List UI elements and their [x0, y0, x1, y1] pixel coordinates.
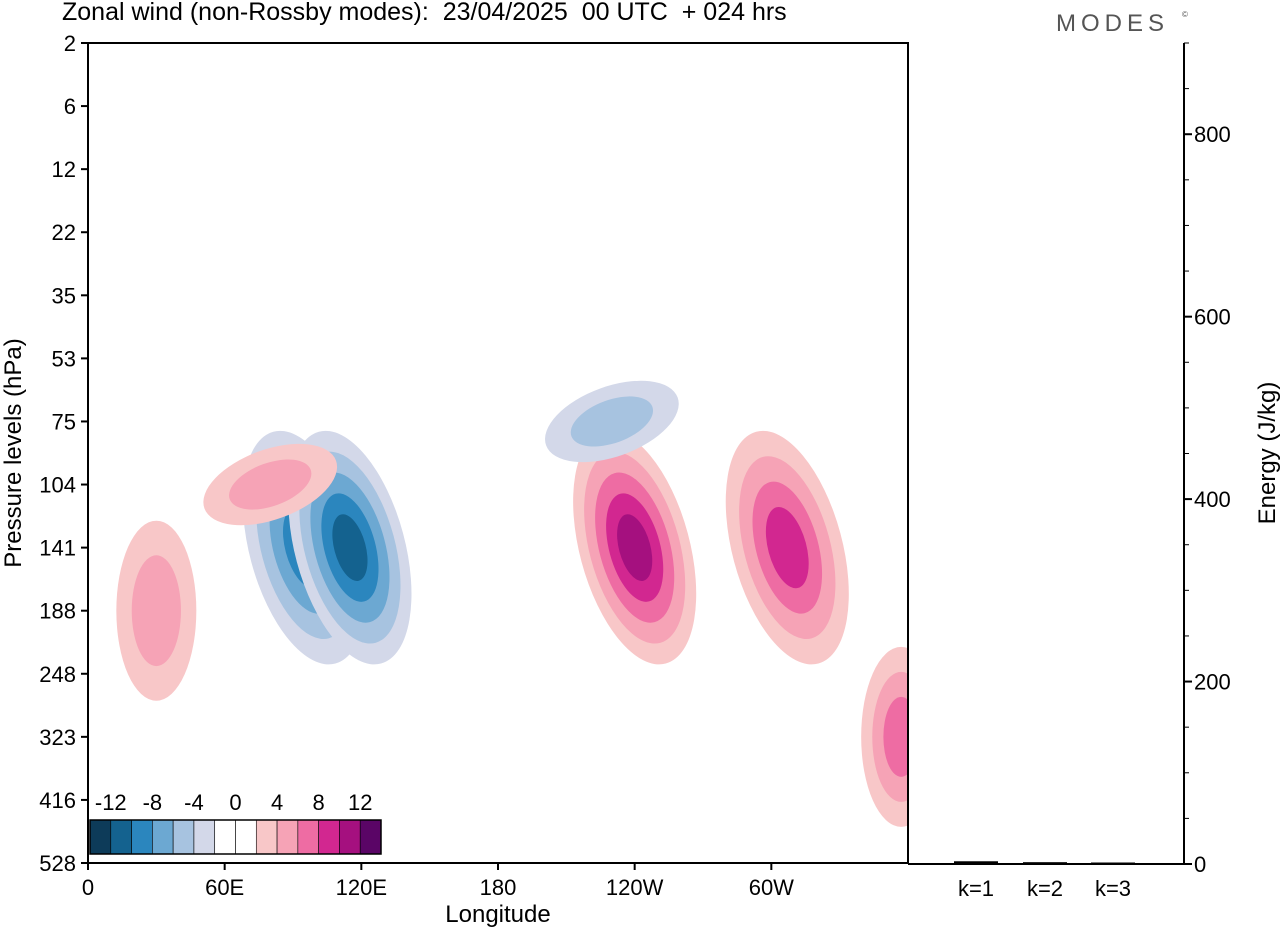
colorbar-label: -12	[95, 790, 127, 815]
copyright-mark: ©	[1182, 10, 1188, 19]
y-tick-label: 53	[52, 346, 76, 371]
colorbar-swatch	[297, 819, 319, 855]
colorbar-swatch	[276, 819, 299, 855]
colorbar-label: -8	[143, 790, 163, 815]
colorbar-label: 0	[229, 790, 241, 815]
colorbar-swatch	[152, 819, 174, 855]
colorbar-swatch	[193, 819, 216, 855]
energy-axis-title: Energy (J/kg)	[1254, 382, 1280, 525]
contour-blob	[570, 396, 654, 447]
pressure-axis: 2 6 12 22 35 53 75 104 141 188 248 323 416 528	[39, 31, 88, 876]
colorbar-swatch	[172, 819, 195, 855]
colorbar: -12 -8 -4 0 4 8 12	[89, 790, 382, 855]
energy-tick-label: 0	[1194, 852, 1206, 877]
y-tick-label: 75	[52, 409, 76, 434]
colorbar-label: 12	[348, 790, 372, 815]
contour-blob	[229, 459, 312, 510]
energy-category-label: k=2	[1027, 876, 1063, 901]
y-tick-label: 188	[39, 599, 76, 624]
colorbar-swatch	[339, 819, 361, 855]
y-tick-label: 104	[39, 473, 76, 498]
energy-categories: k=1 k=2 k=3	[958, 876, 1131, 901]
energy-tick-label: 400	[1194, 487, 1231, 512]
colorbar-swatch	[318, 819, 340, 855]
energy-tick-label: 600	[1194, 305, 1231, 330]
x-tick-label: 120E	[336, 875, 387, 900]
y-tick-label: 416	[39, 788, 76, 813]
colorbar-swatch	[359, 819, 382, 855]
y-tick-label: 35	[52, 283, 76, 308]
energy-bar	[1023, 862, 1067, 864]
y-tick-label: 12	[52, 157, 76, 182]
colorbar-label: 8	[313, 790, 325, 815]
energy-tick-label: 200	[1194, 670, 1231, 695]
y-tick-label: 528	[39, 851, 76, 876]
energy-bar	[954, 861, 998, 864]
colorbar-label: 4	[271, 790, 283, 815]
x-axis-title: Longitude	[445, 901, 550, 928]
x-tick-label: 180	[480, 875, 517, 900]
chart-title: Zonal wind (non-Rossby modes): 23/04/202…	[62, 0, 787, 26]
y-tick-label: 22	[52, 220, 76, 245]
modes-logo: MODES	[1056, 10, 1170, 37]
x-tick-label: 60E	[205, 875, 244, 900]
y-tick-label: 323	[39, 725, 76, 750]
colorbar-label: -4	[184, 790, 204, 815]
colorbar-swatch	[131, 819, 153, 855]
colorbar-swatch	[89, 819, 112, 855]
energy-bars	[954, 861, 1135, 864]
energy-category-label: k=1	[958, 876, 994, 901]
energy-axis: 0 200 400 600 800	[1184, 42, 1231, 877]
y-tick-label: 2	[64, 31, 76, 56]
colorbar-swatch	[255, 819, 278, 855]
energy-panel: 0 200 400 600 800 k=1 k=2 k=3	[907, 42, 1231, 901]
colorbar-swatch	[235, 819, 257, 855]
energy-category-label: k=3	[1095, 876, 1131, 901]
contour-blob	[883, 696, 908, 777]
colorbar-swatch	[110, 819, 132, 855]
energy-tick-label: 800	[1194, 122, 1231, 147]
y-tick-label: 248	[39, 662, 76, 687]
contour-blob	[131, 555, 181, 667]
colorbar-frame	[89, 819, 382, 855]
colorbar-swatch	[214, 819, 236, 855]
contour-blob	[332, 514, 368, 581]
x-tick-label: 0	[82, 875, 94, 900]
longitude-axis: 0 60E 120E 180 120W 60W	[82, 863, 794, 900]
contour-blob	[617, 514, 653, 581]
energy-bar	[1091, 862, 1135, 864]
y-axis-title: Pressure levels (hPa)	[0, 338, 27, 567]
y-tick-label: 141	[39, 536, 76, 561]
x-tick-label: 120W	[606, 875, 664, 900]
x-tick-label: 60W	[749, 875, 794, 900]
y-tick-label: 6	[64, 94, 76, 119]
contour-blob	[765, 506, 809, 589]
contour-field	[116, 380, 908, 827]
